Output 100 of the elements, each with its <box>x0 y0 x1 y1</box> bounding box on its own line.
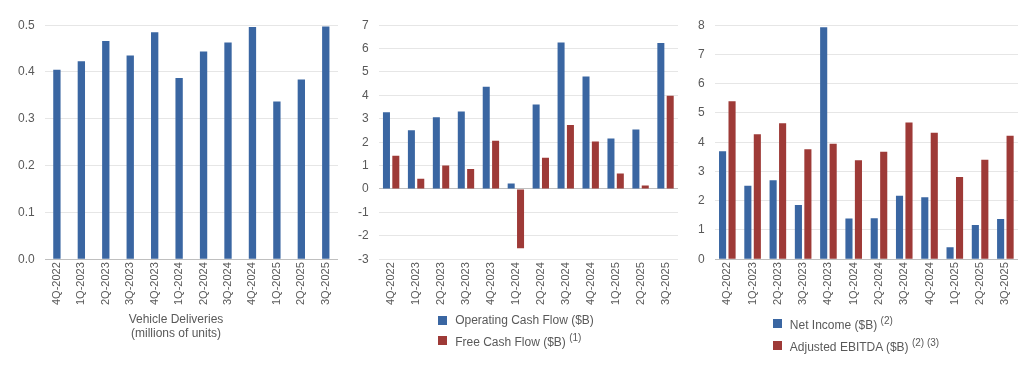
bar <box>829 143 837 259</box>
bar <box>930 132 938 259</box>
bar <box>870 218 878 259</box>
x-tick-label: 1Q-2025 <box>269 262 282 305</box>
bar <box>392 155 400 189</box>
bar <box>432 117 440 189</box>
x-tick-label: 4Q-2024 <box>922 262 935 305</box>
y-tick-label: -1 <box>358 204 369 219</box>
bar <box>457 111 465 189</box>
legend-label: Operating Cash Flow ($B) <box>455 312 594 329</box>
y-tick-label: 0.2 <box>17 157 35 172</box>
x-tick-label: 1Q-2025 <box>608 262 621 305</box>
bar <box>467 169 475 189</box>
x-tick-label: 1Q-2024 <box>846 262 859 305</box>
x-tick-label: 4Q-2023 <box>483 262 496 305</box>
bar <box>632 129 640 189</box>
y-tick-label: 4 <box>361 87 369 102</box>
bar <box>779 123 787 259</box>
bar <box>1006 135 1014 259</box>
y-tick-label: -3 <box>358 251 369 266</box>
bar <box>322 26 330 259</box>
bar <box>854 160 862 259</box>
bar <box>248 27 257 259</box>
x-tick-label: 1Q-2024 <box>508 262 521 305</box>
y-tick-label: 8 <box>697 17 705 32</box>
bar <box>641 185 649 189</box>
bar <box>971 224 979 259</box>
bar <box>532 104 540 189</box>
x-tick-label: 1Q-2023 <box>74 262 87 305</box>
bar <box>582 76 590 189</box>
bar <box>905 122 913 259</box>
bar <box>946 247 954 259</box>
y-tick-label: 0.3 <box>17 111 35 126</box>
x-axis-title: Vehicle Deliveries (millions of units) <box>127 312 225 340</box>
bar <box>666 95 674 189</box>
bar <box>895 195 904 259</box>
bar <box>382 112 390 189</box>
y-tick-label: 0.0 <box>17 251 35 266</box>
y-tick-label: 1 <box>697 222 705 237</box>
x-tick-label: 2Q-2025 <box>973 262 986 305</box>
bar <box>175 78 183 259</box>
legend-label: Net Income ($B) $^{(2)}$ <box>789 314 893 334</box>
y-tick-label: 5 <box>697 105 705 120</box>
y-tick-label: 3 <box>361 111 369 126</box>
y-tick-label: 2 <box>697 193 705 208</box>
x-tick-label: 2Q-2023 <box>434 262 447 305</box>
bar <box>273 101 281 259</box>
bar <box>407 130 415 189</box>
bar <box>820 27 828 259</box>
bar <box>804 149 812 259</box>
x-tick-label: 4Q-2022 <box>384 262 397 305</box>
bar <box>297 79 305 259</box>
x-tick-label: 4Q-2022 <box>720 262 733 305</box>
bar <box>102 41 110 259</box>
legend-label: Adjusted EBITDA ($B) $^{(2) (3)}$ <box>789 336 940 356</box>
x-tick-label: 2Q-2024 <box>872 262 885 305</box>
bar <box>224 42 232 259</box>
y-tick-label: 2 <box>361 134 369 149</box>
y-tick-label: 7 <box>697 46 705 61</box>
y-tick-label: 0 <box>697 251 705 266</box>
bar <box>199 51 208 259</box>
x-tick-label: 1Q-2024 <box>172 262 185 305</box>
x-tick-label: 2Q-2023 <box>98 262 111 305</box>
legend-label: Free Cash Flow ($B) $^{(1)}$ <box>455 331 582 351</box>
bar <box>566 124 574 189</box>
bar <box>53 69 61 259</box>
x-tick-label: 4Q-2023 <box>147 262 160 305</box>
bar <box>607 138 615 189</box>
x-tick-label: 3Q-2024 <box>897 262 910 305</box>
bar <box>417 178 425 189</box>
bar <box>507 183 515 189</box>
bar <box>744 185 752 259</box>
bar <box>616 173 624 189</box>
x-tick-label: 3Q-2025 <box>318 262 331 305</box>
x-tick-label: 2Q-2023 <box>770 262 783 305</box>
bar <box>151 32 159 259</box>
x-tick-label: 3Q-2023 <box>459 262 472 305</box>
bar <box>657 42 665 189</box>
x-tick-label: 2Q-2025 <box>294 262 307 305</box>
bar <box>541 157 549 189</box>
y-tick-label: 0.4 <box>17 64 35 79</box>
bar <box>997 219 1005 259</box>
y-tick-label: 6 <box>361 40 369 55</box>
x-tick-label: 4Q-2023 <box>821 262 834 305</box>
y-tick-label: 7 <box>361 17 369 32</box>
y-tick-label: 5 <box>361 64 369 79</box>
bar <box>442 165 450 189</box>
bar <box>482 86 490 189</box>
bar <box>557 42 565 189</box>
bar <box>981 159 989 259</box>
x-tick-label: 1Q-2023 <box>409 262 422 305</box>
x-tick-label: 4Q-2024 <box>245 262 258 305</box>
y-tick-label: 3 <box>697 163 705 178</box>
bar <box>126 55 134 259</box>
x-tick-label: 4Q-2022 <box>49 262 62 305</box>
x-tick-label: 1Q-2023 <box>745 262 758 305</box>
x-tick-label: 2Q-2024 <box>196 262 209 305</box>
x-tick-label: 3Q-2025 <box>998 262 1011 305</box>
x-tick-label: 3Q-2023 <box>796 262 809 305</box>
bar <box>921 197 929 259</box>
